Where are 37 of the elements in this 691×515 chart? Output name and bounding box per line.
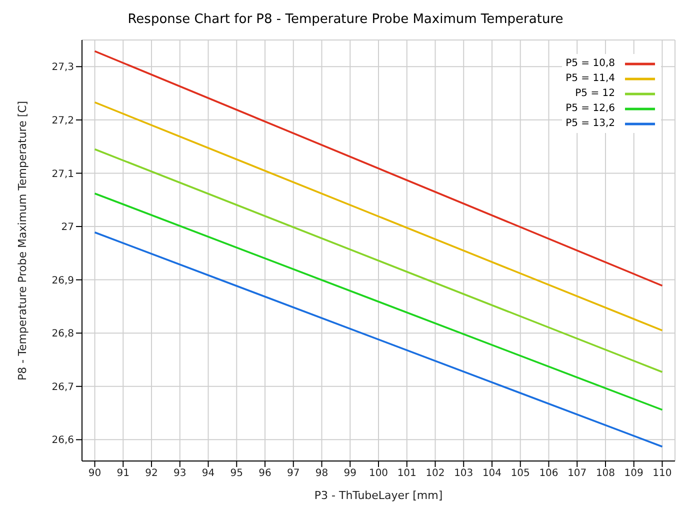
x-tick-label: 101 [397, 468, 416, 480]
x-tick-label: 109 [624, 468, 644, 480]
y-tick-label: 27 [61, 222, 74, 234]
y-tick-label: 26,6 [52, 435, 74, 446]
x-tick-label: 104 [482, 468, 502, 480]
legend-label: P5 = 12,6 [566, 103, 615, 114]
x-tick-label: 107 [568, 468, 587, 480]
x-tick-label: 105 [510, 468, 530, 480]
x-tick-label: 102 [426, 468, 445, 480]
x-tick-label: 94 [202, 468, 215, 480]
x-tick-label: 99 [344, 468, 356, 480]
y-tick-label: 26,8 [52, 328, 74, 340]
x-axis-title: P3 - ThTubeLayer [mm] [314, 489, 443, 502]
legend-label: P5 = 11,4 [566, 73, 615, 84]
y-tick-label: 26,7 [52, 382, 74, 393]
legend-label: P5 = 12 [575, 88, 615, 99]
x-tick-label: 95 [230, 468, 243, 480]
x-tick-label: 110 [652, 468, 672, 480]
x-tick-label: 90 [88, 468, 102, 480]
x-tick-label: 98 [315, 468, 328, 480]
x-tick-label: 100 [368, 468, 388, 480]
x-tick-label: 92 [145, 468, 158, 480]
y-tick-label: 27,1 [52, 168, 74, 180]
x-tick-label: 91 [116, 468, 130, 480]
x-tick-label: 103 [454, 468, 474, 480]
x-tick-label: 93 [174, 468, 186, 480]
y-tick-label: 27,3 [52, 62, 74, 74]
x-tick-label: 96 [258, 468, 272, 480]
y-tick-label: 27,2 [52, 115, 74, 126]
x-tick-label: 106 [539, 468, 558, 480]
y-axis-title: P8 - Temperature Probe Maximum Temperature [C] [16, 100, 29, 380]
legend-label: P5 = 10,8 [566, 58, 615, 69]
x-tick-label: 97 [287, 468, 300, 480]
x-tick-label: 108 [596, 468, 616, 480]
legend-label: P5 = 13,2 [566, 118, 615, 129]
chart-title: Response Chart for P8 - Temperature Probe Maximum Temperature [126, 12, 564, 27]
y-tick-label: 26,9 [52, 275, 74, 286]
